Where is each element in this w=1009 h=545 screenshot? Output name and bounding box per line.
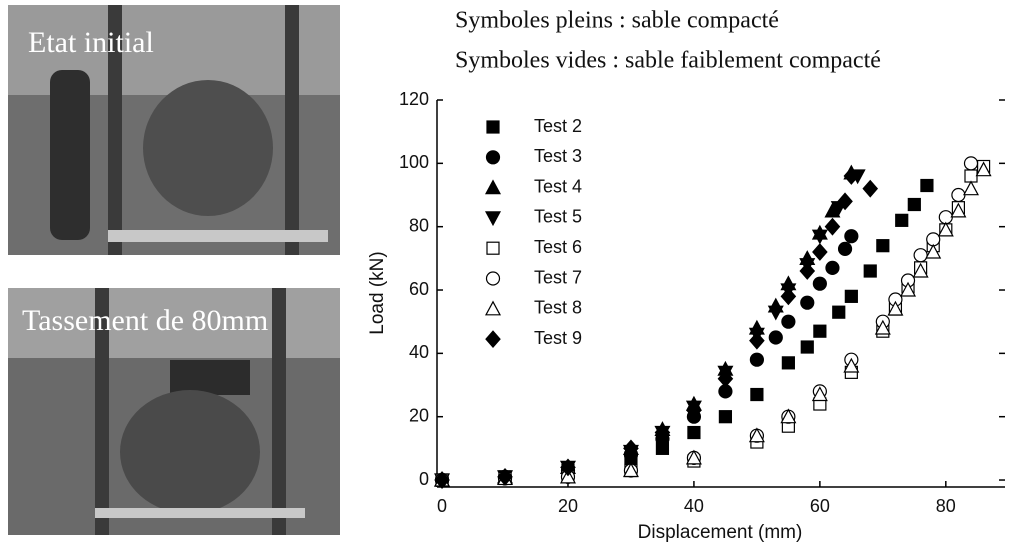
marker: [434, 471, 450, 489]
marker: [963, 156, 979, 171]
marker: [832, 305, 846, 319]
x-tick-label: 60: [810, 496, 830, 516]
photo-label: Etat initial: [28, 26, 154, 59]
marker: [686, 401, 702, 420]
marker: [781, 314, 796, 329]
marker: [876, 239, 890, 253]
marker: [900, 281, 917, 297]
marker: [887, 300, 904, 316]
legend-label: Test 5: [534, 207, 582, 227]
y-tick-label: 100: [399, 152, 429, 172]
marker: [862, 179, 879, 198]
marker: [950, 202, 967, 218]
marker: [843, 357, 860, 373]
marker: [800, 340, 814, 354]
marker: [718, 410, 733, 424]
x-tick-label: 80: [936, 496, 956, 516]
marker: [768, 330, 783, 345]
marker: [780, 408, 797, 424]
photo-settlement: [8, 288, 340, 535]
marker: [811, 386, 828, 402]
x-tick-label: 40: [684, 496, 704, 516]
legend-marker: [484, 179, 502, 195]
marker: [748, 427, 765, 443]
marker: [812, 243, 828, 261]
marker: [844, 229, 859, 244]
marker: [951, 187, 966, 203]
marker: [717, 369, 734, 388]
marker: [824, 217, 841, 236]
marker: [920, 178, 934, 193]
marker: [895, 213, 909, 227]
annotation: Symboles pleins : sable compacté: [455, 8, 779, 34]
marker: [907, 197, 921, 212]
legend-label: Test 8: [534, 298, 582, 318]
x-tick-label: 0: [437, 496, 447, 516]
marker: [781, 356, 795, 370]
legend-marker: [484, 211, 502, 227]
marker: [843, 167, 860, 185]
marker: [687, 425, 701, 440]
marker: [780, 287, 797, 306]
photo-initial: [8, 5, 340, 255]
legend-label: Test 6: [534, 237, 582, 257]
legend-label: Test 2: [534, 116, 582, 136]
marker: [813, 324, 827, 338]
y-tick-label: 120: [399, 89, 429, 109]
marker: [863, 264, 877, 278]
marker: [749, 331, 765, 350]
marker: [799, 262, 816, 280]
legend-marker: [486, 241, 500, 255]
y-tick-label: 80: [409, 215, 429, 235]
y-tick-label: 0: [419, 469, 429, 489]
marker: [767, 305, 784, 321]
marker: [559, 468, 576, 484]
marker: [622, 462, 639, 478]
marker: [825, 260, 840, 275]
y-tick-label: 40: [409, 342, 429, 362]
marker: [497, 467, 513, 486]
x-axis-label: Displacement (mm): [638, 522, 803, 543]
y-axis-label: Load (kN): [367, 251, 388, 334]
annotation: Symboles vides : sable faiblement compac…: [455, 48, 881, 74]
legend-label: Test 7: [534, 267, 582, 287]
marker: [812, 276, 827, 291]
plot: 0 20 40 60 80 100 120 0 20 40 60 80 Test 2 Test 3 Test…: [399, 89, 1005, 516]
marker: [912, 262, 929, 278]
marker: [750, 387, 764, 402]
legend-label: Test 3: [534, 146, 582, 166]
marker: [913, 248, 928, 263]
legend-marker: [485, 330, 501, 349]
y-tick-label: 20: [409, 405, 429, 425]
marker: [623, 439, 639, 458]
legend-marker: [484, 300, 502, 316]
x-tick-label: 20: [558, 496, 578, 516]
marker: [837, 241, 853, 256]
marker: [560, 458, 576, 477]
y-tick-label: 60: [409, 279, 429, 299]
marker: [654, 423, 671, 442]
legend-label: Test 4: [534, 176, 582, 196]
marker: [925, 243, 942, 259]
marker: [685, 449, 702, 465]
marker: [837, 192, 853, 211]
legend-marker: [485, 150, 501, 165]
marker: [749, 352, 764, 367]
marker: [975, 161, 992, 177]
legend-label: Test 9: [534, 328, 582, 348]
marker: [844, 289, 858, 303]
marker: [874, 319, 891, 335]
marker: [800, 295, 815, 310]
photo-label: Tassement de 80mm: [22, 304, 268, 337]
legend-marker: [485, 271, 501, 286]
marker: [811, 229, 828, 245]
marker: [964, 169, 978, 183]
marker: [962, 180, 980, 196]
legend-marker: [486, 120, 500, 134]
marker: [937, 221, 954, 237]
